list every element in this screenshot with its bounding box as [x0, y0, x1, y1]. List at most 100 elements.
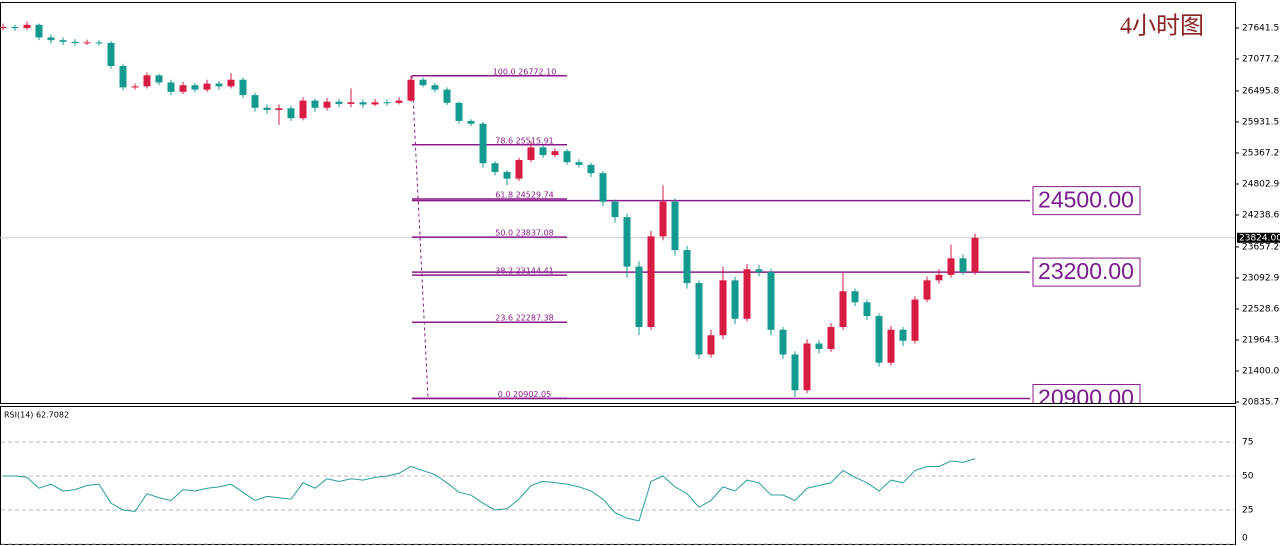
candle-body — [971, 237, 979, 273]
key-level-label: 24500.00 — [1038, 187, 1134, 213]
fib-label: 23.6 22287.38 — [495, 314, 554, 323]
candle-body — [407, 79, 415, 101]
candle-body — [335, 101, 343, 104]
candle-body — [155, 75, 163, 83]
candle-body — [719, 280, 727, 336]
fib-label: 38.2 23144.41 — [495, 267, 554, 276]
candle-body — [887, 329, 895, 363]
candle-body — [419, 79, 427, 86]
y-tick-label: 25 — [1242, 506, 1253, 516]
candle-body — [755, 269, 763, 273]
key-level-label: 23200.00 — [1038, 258, 1134, 284]
candle-body — [131, 86, 139, 88]
candle-body — [863, 302, 871, 317]
y-tick-label: 25931.50 — [1242, 117, 1280, 127]
candle-body — [47, 37, 55, 41]
candle-body — [107, 42, 115, 66]
candle-body — [803, 343, 811, 391]
candle-body — [959, 258, 967, 273]
candle-body — [683, 250, 691, 284]
y-tick-label: 23657.20 — [1242, 242, 1280, 252]
rsi-title: RSI(14) 62.7082 — [4, 411, 69, 420]
candle-body — [743, 269, 751, 319]
candle-body — [275, 108, 283, 110]
y-tick-label: 21400.00 — [1242, 366, 1280, 376]
candle-body — [227, 79, 235, 87]
candle-body — [263, 107, 271, 110]
candle-body — [923, 280, 931, 300]
candle-body — [311, 100, 319, 108]
last-price-box — [1237, 232, 1280, 243]
key-level-box — [1032, 186, 1141, 216]
candle-body — [779, 329, 787, 355]
candle-body — [359, 102, 367, 105]
candle-body — [527, 147, 535, 160]
candle-body — [599, 173, 607, 202]
y-tick-label: 50 — [1242, 472, 1254, 482]
candle-body — [491, 163, 499, 173]
candle-body — [479, 123, 487, 164]
key-level-box — [1032, 383, 1141, 403]
candle-body — [347, 102, 355, 104]
y-tick-label: 27077.20 — [1242, 55, 1280, 65]
candle-body — [215, 83, 223, 87]
candle-body — [539, 147, 547, 156]
candle-body — [707, 335, 715, 355]
candle-body — [0, 26, 7, 29]
candle-body — [587, 164, 595, 174]
y-tick-label: 20835.70 — [1242, 397, 1280, 407]
y-tick-label: 23092.90 — [1242, 273, 1280, 283]
y-tick-label: 75 — [1242, 438, 1253, 448]
y-tick-label: 0 — [1242, 534, 1248, 544]
candle-body — [95, 42, 103, 44]
candle-body — [635, 266, 643, 328]
candle-body — [119, 65, 127, 88]
candle-body — [23, 24, 31, 29]
fib-label: 100.0 26772.10 — [493, 67, 557, 76]
candle-body — [287, 108, 295, 119]
candle-body — [383, 102, 391, 104]
candle-body — [911, 299, 919, 341]
candle-body — [371, 102, 379, 105]
candle-body — [431, 85, 439, 90]
fib-label: 50.0 23837.08 — [495, 229, 554, 238]
price-pane-border — [0, 2, 1236, 404]
candle-body — [203, 83, 211, 90]
axes: 27641.50 27077.20 26495.80 25931.50 25367.20… — [1, 23, 1280, 545]
candle-body — [323, 101, 331, 108]
key-level-label: 20900.00 — [1038, 385, 1134, 411]
candle-body — [623, 217, 631, 267]
last-price-label: 23824.00 — [1239, 233, 1280, 243]
candle-body — [671, 201, 679, 251]
candle-body — [611, 201, 619, 218]
candle-body — [11, 26, 19, 29]
y-tick-label: 25367.20 — [1242, 148, 1280, 158]
candle-body — [659, 201, 667, 237]
candle-body — [167, 82, 175, 92]
y-tick-label: 26495.80 — [1242, 86, 1280, 96]
y-tick-label: 21964.30 — [1242, 335, 1280, 345]
candle-body — [503, 172, 511, 179]
candle-body — [395, 100, 403, 103]
candle-body — [899, 329, 907, 341]
y-tick-label: 22528.60 — [1242, 304, 1280, 314]
candle-body — [731, 280, 739, 319]
candle-body — [191, 85, 199, 90]
candle-body — [179, 85, 187, 92]
rsi-line — [3, 458, 976, 522]
candle-body — [515, 159, 523, 179]
candle-body — [59, 40, 67, 42]
candle-body — [875, 316, 883, 363]
chart-title: 4小时图 — [1120, 13, 1204, 40]
candle-body — [299, 100, 307, 119]
y-tick-label: 24802.90 — [1242, 179, 1280, 189]
candle-body — [827, 327, 835, 350]
candle-body — [791, 354, 799, 391]
candle-body — [767, 272, 775, 330]
fib-label: 61.8 24529.74 — [495, 191, 554, 200]
key-level-box — [1032, 257, 1141, 287]
candle-body — [563, 151, 571, 163]
price-pane: 100.0 26772.10 78.6 25515.91 61.8 24529.74… — [0, 21, 1235, 411]
candle-body — [143, 75, 151, 87]
fib-label: 78.6 25515.91 — [495, 136, 554, 145]
